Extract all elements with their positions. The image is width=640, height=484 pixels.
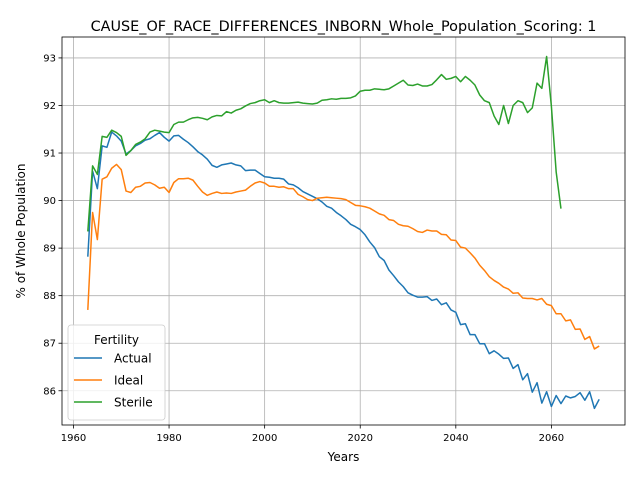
x-tick-label: 2020 [348,433,373,444]
axis-ticks: 1960 1980 2000 2020 2040 2060 86 87 88 89 90 91 92 93 [43,53,564,444]
series-line-ideal [87,163,600,350]
y-axis-label: % of Whole Population [14,164,28,299]
y-tick-label: 86 [43,386,56,397]
legend-box [67,324,166,421]
legend: Fertility Actual Ideal Sterile [67,324,166,421]
y-tick-label: 93 [43,53,56,64]
y-tick-label: 88 [43,291,56,302]
legend-label-ideal: Ideal [114,374,143,388]
chart-title: CAUSE_OF_RACE_DIFFERENCES_INBORN_Whole_P… [91,19,597,35]
y-tick-label: 92 [43,101,56,112]
y-tick-label: 91 [43,149,56,160]
legend-label-sterile: Sterile [114,396,153,410]
legend-entries: Actual Ideal Sterile [74,352,153,410]
x-tick-label: 2060 [539,433,564,444]
legend-label-actual: Actual [114,352,152,366]
y-tick-label: 89 [43,244,56,255]
x-tick-label: 2040 [443,433,468,444]
y-tick-label: 87 [43,339,56,350]
plot-frame [61,36,626,426]
legend-title: Fertility [94,333,139,347]
x-tick-label: 1960 [61,433,86,444]
series-line-sterile [87,55,562,232]
x-tick-label: 1980 [156,433,181,444]
series-line-actual [87,131,600,410]
y-tick-label: 90 [43,196,56,207]
x-axis-label: Years [327,450,360,464]
x-tick-label: 2000 [252,433,277,444]
series-group [87,55,600,410]
